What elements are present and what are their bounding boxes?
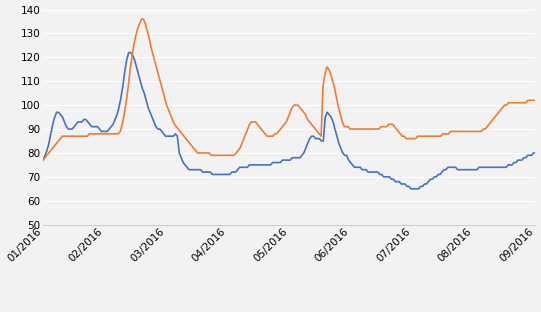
iTraxx Main 5 ans <box>246 163 253 167</box>
iTraxx Main 5 ans <box>293 156 299 160</box>
iTraxx Senior Financial 5 ans <box>138 17 145 21</box>
iTraxx Main 5 ans <box>407 187 414 191</box>
iTraxx Main 5 ans <box>532 151 539 155</box>
iTraxx Senior Financial 5 ans <box>256 125 262 129</box>
iTraxx Main 5 ans <box>373 170 379 174</box>
iTraxx Main 5 ans <box>40 158 47 162</box>
iTraxx Senior Financial 5 ans <box>40 158 47 162</box>
iTraxx Main 5 ans <box>126 51 132 55</box>
iTraxx Main 5 ans <box>168 134 175 138</box>
iTraxx Senior Financial 5 ans <box>223 154 230 157</box>
iTraxx Main 5 ans <box>229 170 235 174</box>
iTraxx Main 5 ans <box>213 173 220 176</box>
iTraxx Senior Financial 5 ans <box>441 132 448 136</box>
Line: iTraxx Senior Financial 5 ans: iTraxx Senior Financial 5 ans <box>43 19 536 160</box>
iTraxx Senior Financial 5 ans <box>285 115 292 119</box>
Line: iTraxx Main 5 ans: iTraxx Main 5 ans <box>43 53 536 189</box>
iTraxx Senior Financial 5 ans <box>532 99 539 102</box>
iTraxx Senior Financial 5 ans <box>229 154 235 157</box>
iTraxx Senior Financial 5 ans <box>196 151 203 155</box>
